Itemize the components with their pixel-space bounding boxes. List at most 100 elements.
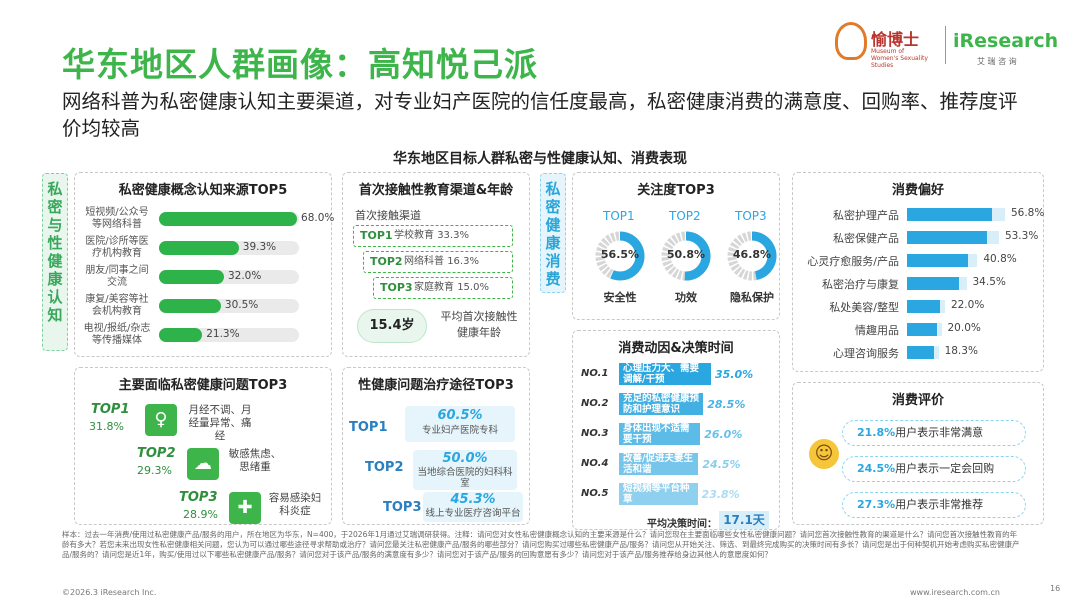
donut-value-label: 56.5% <box>600 248 640 261</box>
bar <box>159 299 221 313</box>
brand2-subtitle: 艾 瑞 咨 询 <box>977 57 1017 66</box>
first-contact-section: 首次接触渠道 <box>355 209 421 222</box>
problem-text-1: 月经不调、月经量异常、痛经 <box>188 404 252 442</box>
panel-title: 消费评价 <box>891 393 944 408</box>
first-contact-name: 网络科普 <box>404 256 448 267</box>
panel-title: 主要面临私密健康问题TOP3 <box>118 378 288 393</box>
treatment-text-1: 专业妇产医院专科 <box>421 425 498 436</box>
motive-value-label: 23.8% <box>701 488 740 501</box>
preference-value-label: 40.8% <box>983 253 1017 265</box>
problem-value-3: 28.9% <box>183 508 218 521</box>
preference-category-label: 私处美容/整型 <box>829 301 899 314</box>
bar-category-label: 康复/美容等社会机构教育 <box>85 294 149 317</box>
bar-value-label: 68.0% <box>301 212 335 224</box>
brand2-name: iResearch <box>953 30 1059 52</box>
attention-donut: 50.8% <box>661 231 711 281</box>
preference-bar <box>907 231 987 244</box>
treatment-value-2: 50.0% <box>442 451 488 466</box>
first-contact-value: 33.3% <box>437 230 469 241</box>
motive-bar: 充足的私密健康预防和护理意识 <box>619 393 704 415</box>
preference-value-label: 20.0% <box>947 322 981 334</box>
treatment-value-1: 60.5% <box>437 408 483 423</box>
evaluation-row-2: 24.5%用户表示一定会回购 <box>842 456 1026 482</box>
evaluation-text-2: 用户表示一定会回购 <box>895 462 995 475</box>
attention-rank-label: TOP1 <box>603 209 635 223</box>
donut-slice <box>727 231 777 281</box>
bar-value-label: 30.5% <box>224 299 259 311</box>
donut-svg <box>661 231 711 281</box>
evaluation-value-2: 24.5% <box>857 462 896 475</box>
preference-category-label: 私密护理产品 <box>833 209 899 222</box>
bar-category-label: 短视频/公众号等网络科普 <box>85 207 149 230</box>
first-contact-item: TOP1 学校教育 33.3% <box>353 225 513 247</box>
attention-name: 安全性 <box>603 291 637 304</box>
evaluation-value-1: 21.8% <box>857 426 896 439</box>
problem-rank-3: TOP3 <box>179 490 218 505</box>
bar <box>159 241 239 255</box>
panel-problems: 主要面临私密健康问题TOP3 TOP1 31.8% ♀ 月经不调、月经量异常、痛… <box>74 367 332 525</box>
panel-motives: 消费动因&决策时间 NO.1 心理压力大、需要调解/干预 35.0% NO.2 充足的私… <box>572 330 780 530</box>
motive-value-label: 24.5% <box>702 458 741 471</box>
treatment-text-3: 线上专业医疗咨询平台 <box>425 508 521 519</box>
panel-title: 首次接触性教育渠道&年龄 <box>358 183 514 198</box>
page-number: 16 <box>1050 584 1061 593</box>
problem-text-2: 敏感焦虑、思绪重 <box>228 448 282 473</box>
bar-category-label: 电视/报纸/杂志等传播媒体 <box>83 323 151 346</box>
motive-rank: NO.1 <box>581 368 609 379</box>
motive-bar: 身体出现不适需要干预 <box>619 423 701 445</box>
treatment-rank-2: TOP2 <box>365 460 404 475</box>
treatment-rank-1: TOP1 <box>349 420 388 435</box>
preference-category-label: 心灵疗愈服务/产品 <box>807 255 899 268</box>
problem-text-3: 容易感染妇科炎症 <box>268 492 322 517</box>
first-contact-item: TOP2 网络科普 16.3% <box>363 251 513 273</box>
preference-value-label: 34.5% <box>972 276 1006 288</box>
footer-copyright: ©2026.3 iResearch Inc. <box>62 588 157 597</box>
treatment-value-3: 45.3% <box>450 492 496 507</box>
panel-cognition-source: 私密健康概念认知来源TOP5 短视频/公众号等网络科普 68.0% 医院/诊所等医疗… <box>74 172 335 357</box>
donut-value-label: 50.8% <box>666 248 706 261</box>
motive-value-label: 26.0% <box>704 428 743 441</box>
decision-label: 平均决策时间： <box>647 519 717 530</box>
donut-slice <box>595 231 645 281</box>
panel-treatment: 性健康问题治疗途径TOP3 TOP1 60.5% 专业妇产医院专科 TOP2 5… <box>342 367 530 525</box>
first-contact-rank: TOP2 <box>370 255 403 268</box>
side-tag-cognition: 私密与性健康认知 <box>42 173 68 351</box>
attention-rank-label: TOP3 <box>735 209 767 223</box>
panel-evaluation: 消费评价 ☺ <box>792 382 1044 525</box>
footer-website: www.iresearch.com.cn <box>910 588 1000 597</box>
cloud-icon: ☁ <box>187 448 219 480</box>
motive-value-label: 28.5% <box>707 398 746 411</box>
brand1-logo-icon <box>835 22 867 60</box>
panel-title: 关注度TOP3 <box>637 183 715 198</box>
logo-divider <box>945 26 946 64</box>
preference-value-label: 22.0% <box>950 299 985 311</box>
first-contact-value: 16.3% <box>447 256 479 267</box>
first-contact-item: TOP3 家庭教育 15.0% <box>373 277 513 299</box>
bar <box>159 270 224 284</box>
attention-donut: 56.5% <box>595 231 645 281</box>
treatment-card-2 <box>413 450 517 490</box>
motive-rank: NO.3 <box>581 428 609 439</box>
treatment-text-2: 当地综合医院的妇科科室 <box>417 467 513 489</box>
page-title: 华东地区人群画像：高知悦己派 <box>62 45 538 84</box>
preference-value-label: 53.3% <box>1004 230 1039 242</box>
treatment-rank-3: TOP3 <box>383 500 422 515</box>
problem-value-2: 29.3% <box>137 464 172 477</box>
preference-bar <box>907 300 940 313</box>
preference-bar <box>907 323 937 336</box>
page-subtitle: 网络科普为私密健康认知主要渠道，对专业妇产医院的信任度最高，私密健康消费的满意度… <box>62 90 1018 140</box>
evaluation-row-3: 27.3%用户表示非常推荐 <box>842 492 1026 518</box>
brand1-name: 愉博士 <box>871 30 920 49</box>
preference-category-label: 心理咨询服务 <box>833 347 899 360</box>
panel-title: 消费偏好 <box>891 183 944 198</box>
evaluation-text-1: 用户表示非常满意 <box>895 426 984 439</box>
motive-value-label: 35.0% <box>715 368 754 381</box>
bar <box>159 328 203 342</box>
motive-rank: NO.2 <box>581 398 609 409</box>
person-icon: ♀ <box>145 404 177 436</box>
bar-value-label: 21.3% <box>206 328 240 340</box>
preference-value-label: 56.8% <box>1010 207 1045 219</box>
attention-rank-label: TOP2 <box>669 209 701 223</box>
first-contact-name: 学校教育 <box>394 230 438 241</box>
panel-preference: 消费偏好 私密护理产品 56.8% 私密保健产品 53.3% 心灵疗愈服务/产品 40.8… <box>792 172 1044 372</box>
